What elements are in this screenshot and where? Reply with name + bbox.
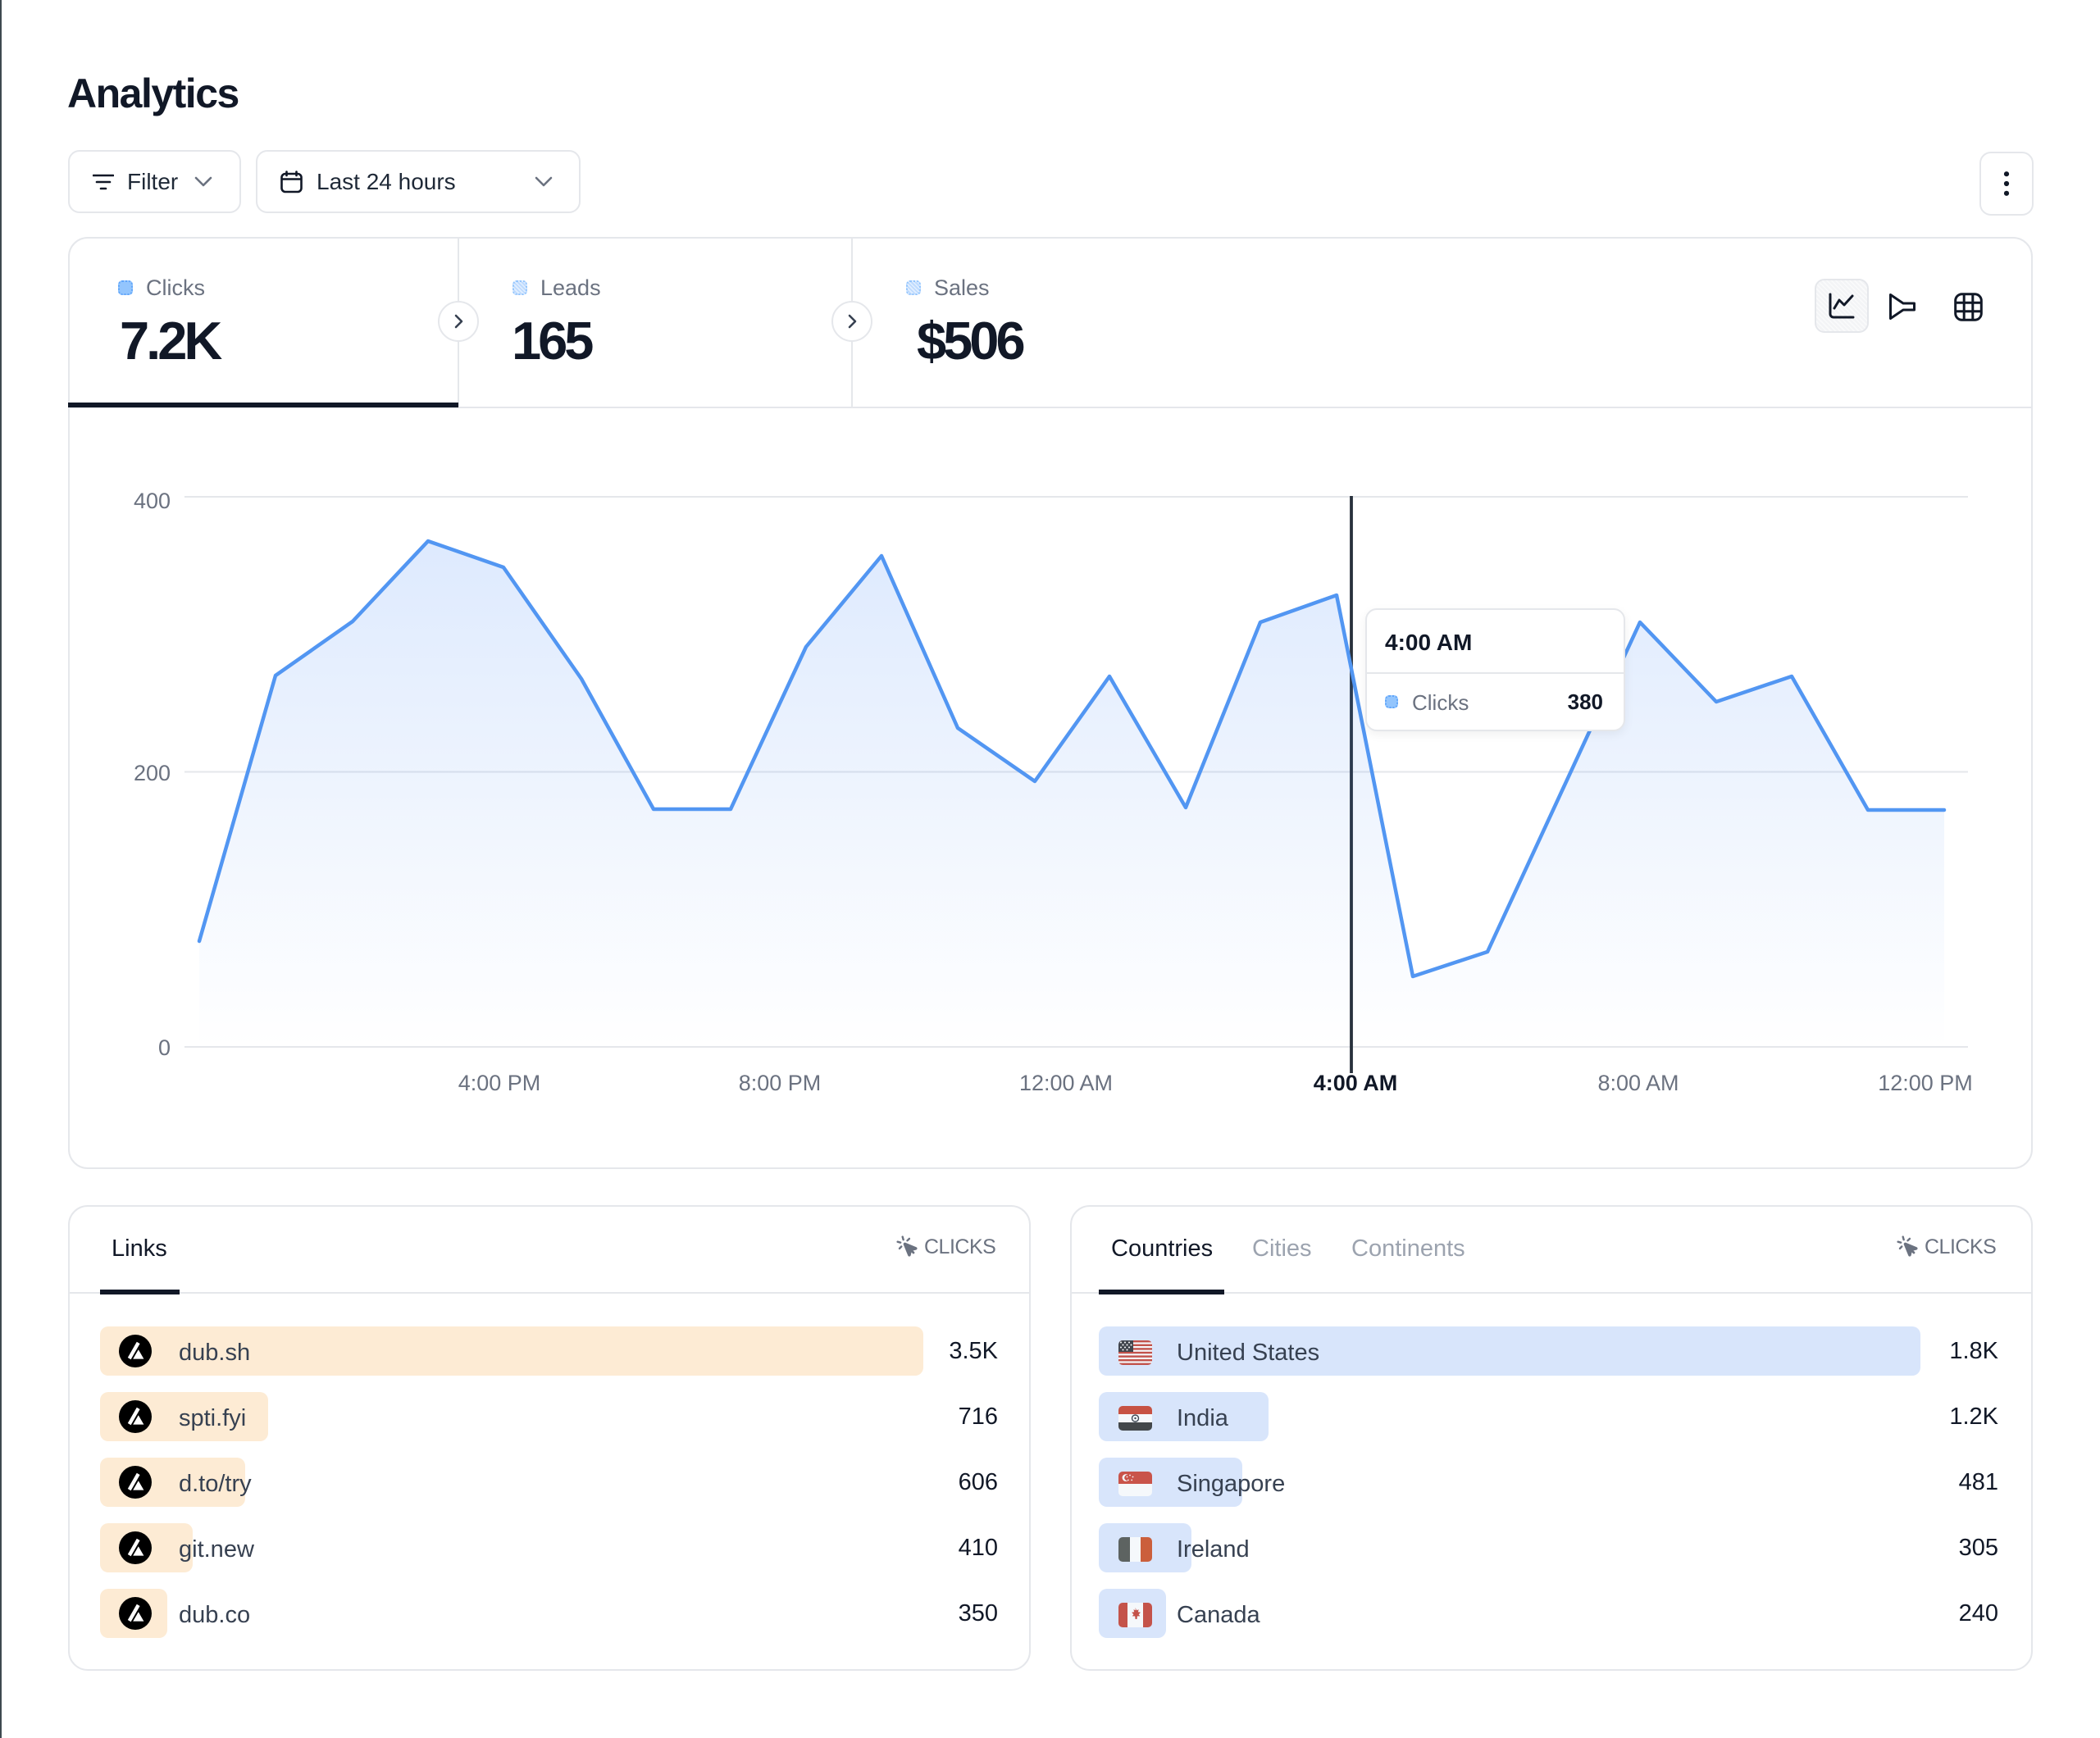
svg-text:200: 200: [134, 761, 171, 785]
svg-text:8:00 PM: 8:00 PM: [739, 1071, 822, 1095]
svg-text:12:00 AM: 12:00 AM: [1019, 1071, 1113, 1095]
svg-text:0: 0: [158, 1035, 171, 1060]
svg-text:4:00 PM: 4:00 PM: [458, 1071, 541, 1095]
svg-text:8:00 AM: 8:00 AM: [1597, 1071, 1679, 1095]
svg-text:400: 400: [134, 489, 171, 513]
svg-text:4:00 AM: 4:00 AM: [1314, 1071, 1398, 1095]
svg-text:12:00 PM: 12:00 PM: [1878, 1071, 1973, 1095]
